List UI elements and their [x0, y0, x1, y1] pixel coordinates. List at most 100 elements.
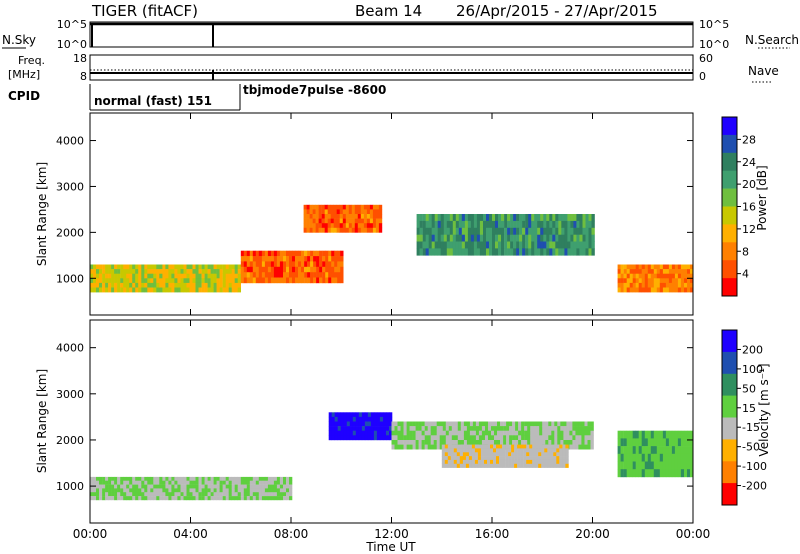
power-cell	[186, 282, 190, 288]
power-cell	[330, 227, 334, 233]
power-cell	[495, 234, 499, 242]
power-cell	[425, 248, 429, 256]
velocity-cell	[436, 435, 440, 441]
power-cell	[328, 272, 332, 278]
power-cell	[665, 287, 670, 293]
velocity-cell	[559, 448, 563, 453]
velocity-cell	[276, 476, 281, 481]
power-cell	[378, 209, 383, 215]
velocity-cell	[355, 412, 360, 418]
power-cell	[546, 214, 550, 222]
velocity-cell	[468, 452, 473, 457]
velocity-cell	[186, 480, 190, 485]
power-cell	[419, 220, 423, 229]
power-cell	[656, 264, 661, 270]
power-cell	[543, 241, 547, 249]
velocity-cell	[343, 416, 348, 422]
power-cell	[325, 272, 329, 278]
power-cell	[588, 248, 592, 256]
velocity-cell	[650, 446, 655, 455]
velocity-cell	[243, 492, 248, 497]
velocity-cell	[252, 492, 257, 497]
power-colorbar-swatch	[722, 134, 737, 154]
velocity-cell	[96, 484, 100, 489]
velocity-cell	[252, 476, 257, 481]
power-cell	[114, 269, 118, 274]
velocity-cell	[231, 480, 235, 485]
velocity-cell	[198, 492, 202, 497]
power-cell	[108, 269, 112, 274]
velocity-cell	[400, 430, 404, 436]
velocity-cell	[487, 456, 491, 461]
power-cell	[662, 273, 667, 279]
power-colorbar-tick-label: 28	[742, 133, 756, 146]
power-ylabel: Slant Range [km]	[35, 162, 49, 266]
power-cell	[351, 223, 356, 229]
power-cell	[647, 278, 652, 284]
velocity-cell	[535, 448, 539, 453]
power-cell	[279, 250, 284, 257]
velocity-band	[441, 444, 569, 468]
velocity-cell	[150, 484, 154, 489]
velocity-cell	[590, 430, 594, 436]
velocity-cell	[394, 444, 398, 450]
power-cell	[534, 220, 538, 229]
power-cell	[632, 287, 636, 293]
power-cell	[425, 241, 429, 249]
power-cell	[246, 250, 251, 257]
velocity-cell	[195, 496, 199, 501]
power-band	[617, 264, 694, 293]
velocity-cell	[647, 446, 652, 455]
power-cell	[162, 264, 166, 270]
velocity-cell	[237, 480, 241, 485]
velocity-cell	[153, 476, 157, 481]
velocity-cell	[255, 496, 260, 501]
power-cell	[153, 282, 157, 288]
power-cell	[316, 250, 320, 257]
power-cell	[322, 272, 326, 278]
velocity-cell	[445, 421, 450, 427]
velocity-cell	[538, 452, 542, 457]
velocity-cell	[671, 446, 676, 455]
power-cell	[246, 272, 251, 278]
velocity-cell	[499, 448, 503, 453]
velocity-cell	[264, 496, 269, 501]
power-cell	[325, 266, 329, 273]
velocity-cell	[518, 435, 522, 441]
velocity-cell	[289, 488, 293, 493]
velocity-cell	[126, 484, 130, 489]
power-cell	[656, 287, 661, 293]
power-cell	[327, 214, 331, 219]
velocity-colorbar-tick-label: 200	[742, 343, 763, 356]
power-cell	[301, 261, 305, 268]
power-cell	[177, 269, 181, 274]
velocity-cell	[575, 430, 579, 436]
power-cell	[216, 278, 220, 284]
power-cell	[638, 264, 642, 270]
power-cell	[617, 273, 621, 279]
velocity-cell	[222, 496, 226, 501]
power-cell	[372, 223, 377, 229]
power-cell	[225, 282, 229, 288]
velocity-cell	[587, 430, 591, 436]
power-cell	[105, 282, 109, 288]
power-cell	[690, 264, 694, 270]
velocity-cell	[653, 438, 658, 447]
velocity-cell	[480, 448, 485, 453]
power-cell	[304, 277, 308, 284]
velocity-cell	[529, 459, 533, 464]
velocity-cell	[521, 426, 525, 431]
power-cell	[422, 220, 426, 229]
velocity-cell	[445, 426, 450, 431]
velocity-cell	[373, 435, 378, 441]
velocity-cell	[544, 444, 548, 449]
power-cell	[467, 241, 472, 249]
velocity-cell	[415, 426, 419, 431]
power-cell	[156, 282, 160, 288]
power-cell	[273, 261, 278, 268]
velocity-cell	[361, 421, 366, 427]
velocity-cell	[459, 452, 464, 457]
power-cell	[650, 264, 655, 270]
power-cell	[234, 282, 238, 288]
velocity-cell	[219, 496, 223, 501]
